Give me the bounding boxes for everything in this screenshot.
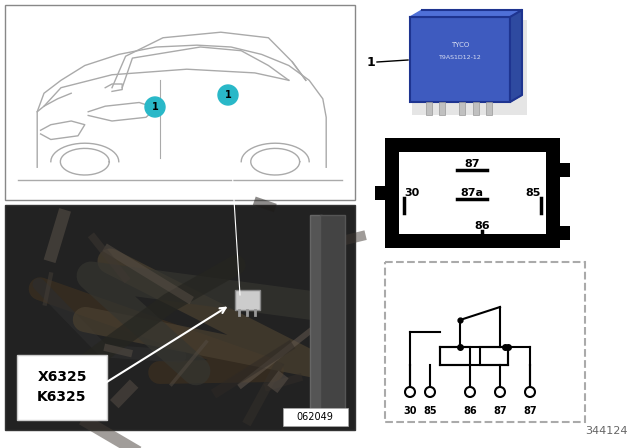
Text: 30: 30 — [404, 188, 419, 198]
Bar — [439, 102, 445, 115]
Bar — [17, 355, 107, 420]
Bar — [283, 408, 348, 426]
Circle shape — [425, 387, 435, 397]
Text: 86: 86 — [463, 406, 477, 416]
Polygon shape — [410, 10, 522, 17]
Text: 87: 87 — [464, 159, 480, 169]
Circle shape — [525, 387, 535, 397]
Bar — [473, 102, 479, 115]
Text: 1: 1 — [225, 90, 232, 100]
Bar — [459, 102, 465, 115]
Text: TYCO: TYCO — [451, 42, 469, 48]
Text: 30: 30 — [403, 406, 417, 416]
Bar — [320, 215, 345, 420]
Circle shape — [495, 387, 505, 397]
Text: 062049: 062049 — [296, 412, 333, 422]
Bar — [5, 205, 355, 430]
Circle shape — [218, 85, 238, 105]
Text: X6325: X6325 — [37, 370, 87, 384]
Bar — [235, 290, 260, 310]
Bar — [440, 347, 470, 365]
Bar — [385, 138, 560, 248]
Text: K6325: K6325 — [37, 390, 87, 404]
Text: T9AS1D12-12: T9AS1D12-12 — [438, 55, 481, 60]
Bar — [375, 186, 387, 200]
Bar — [310, 215, 322, 420]
Bar — [558, 163, 570, 177]
Bar — [5, 5, 355, 200]
Bar — [412, 20, 527, 115]
Text: 87a: 87a — [461, 188, 483, 198]
Text: 87: 87 — [493, 406, 507, 416]
Text: 1: 1 — [366, 56, 375, 69]
Bar — [426, 102, 431, 115]
Bar — [486, 102, 492, 115]
Text: 86: 86 — [474, 221, 490, 231]
Circle shape — [405, 387, 415, 397]
Circle shape — [145, 97, 165, 117]
Bar — [558, 226, 570, 240]
Text: 344124: 344124 — [586, 426, 628, 436]
Bar — [385, 262, 585, 422]
Text: 85: 85 — [525, 188, 541, 198]
Text: 1: 1 — [152, 102, 158, 112]
Text: 85: 85 — [423, 406, 437, 416]
Text: 87: 87 — [523, 406, 537, 416]
Bar — [399, 152, 546, 234]
Polygon shape — [510, 10, 522, 102]
Circle shape — [465, 387, 475, 397]
Bar — [410, 17, 510, 102]
Bar — [480, 347, 508, 365]
